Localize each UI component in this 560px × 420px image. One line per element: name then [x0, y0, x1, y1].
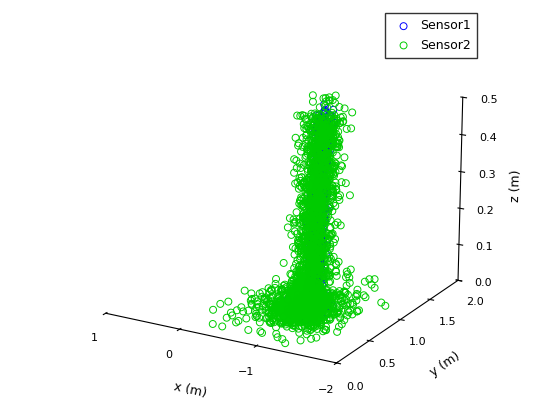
X-axis label: x (m): x (m)	[173, 381, 208, 400]
Legend: Sensor1, Sensor2: Sensor1, Sensor2	[385, 13, 477, 58]
Y-axis label: y (m): y (m)	[427, 349, 463, 379]
